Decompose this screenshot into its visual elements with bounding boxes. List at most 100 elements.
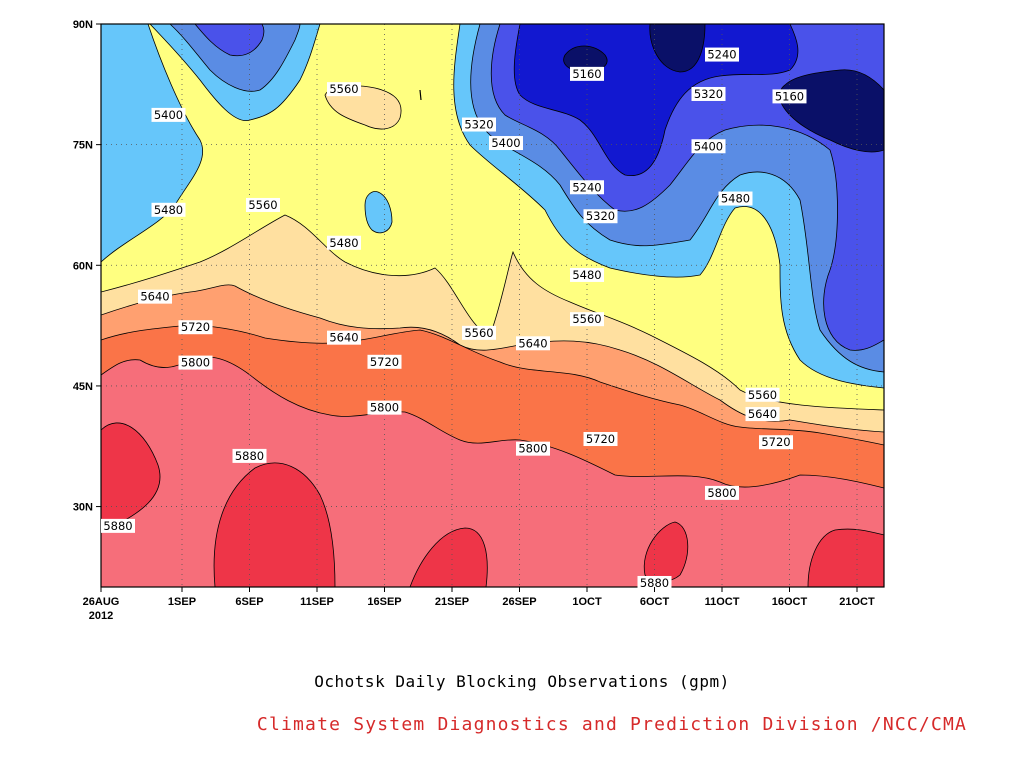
contour-label: 5720 — [759, 435, 793, 450]
contour-label: 5640 — [138, 289, 172, 304]
contour-label: 5320 — [583, 209, 618, 224]
svg-text:5400: 5400 — [491, 136, 520, 150]
x-tick-sublabel: 2012 — [89, 610, 113, 622]
contour-label: 5880 — [232, 448, 267, 463]
band-5880-21sep — [409, 527, 488, 587]
svg-text:5320: 5320 — [464, 118, 493, 132]
svg-text:5560: 5560 — [248, 198, 277, 212]
svg-text:5240: 5240 — [707, 48, 736, 62]
svg-text:5320: 5320 — [694, 87, 723, 101]
contour-label: 5400 — [489, 136, 523, 151]
contour-label: 5320 — [691, 86, 726, 101]
x-tick-label: 11SEP — [300, 596, 334, 608]
svg-text:5160: 5160 — [572, 67, 601, 81]
svg-text:5480: 5480 — [572, 268, 601, 282]
svg-text:5240: 5240 — [572, 180, 601, 194]
contour-label: 5480 — [718, 191, 753, 206]
svg-text:5720: 5720 — [586, 432, 615, 446]
svg-text:5480: 5480 — [721, 192, 750, 206]
svg-text:5640: 5640 — [329, 331, 358, 345]
x-tick-label: 21OCT — [839, 596, 875, 608]
x-tick-label: 21SEP — [435, 596, 469, 608]
contour-label: 5240 — [705, 47, 739, 62]
contour-label: 5640 — [516, 336, 550, 351]
contour-fields — [101, 24, 884, 587]
contour-label: 5560 — [246, 197, 280, 212]
y-tick-label: 90N — [73, 19, 93, 31]
tiny-contour-mark — [419, 89, 422, 101]
svg-text:5160: 5160 — [775, 89, 804, 103]
svg-text:5560: 5560 — [572, 312, 601, 326]
svg-text:5800: 5800 — [707, 486, 736, 500]
band-5880-6sep — [213, 462, 336, 587]
x-tick-label: 26AUG — [83, 596, 120, 608]
band-lt5160-north — [649, 24, 706, 73]
plot-frame — [100, 23, 885, 588]
contour-label: 5800 — [516, 441, 550, 456]
contour-label: 5400 — [691, 139, 726, 154]
x-tick-label: 6SEP — [235, 596, 263, 608]
contour-label: 5560 — [745, 387, 780, 402]
svg-text:5720: 5720 — [181, 320, 210, 334]
contour-label: 5880 — [101, 518, 135, 533]
y-tick-label: 30N — [73, 502, 93, 514]
svg-text:5400: 5400 — [154, 108, 183, 122]
band-5320-west — [169, 24, 301, 92]
x-tick-label: 26SEP — [502, 596, 536, 608]
y-tick-label: 75N — [73, 140, 93, 152]
contour-label: 5800 — [178, 355, 213, 370]
contour-label: 5800 — [367, 400, 402, 415]
svg-text:5880: 5880 — [640, 576, 669, 590]
svg-text:5560: 5560 — [748, 388, 777, 402]
x-tick-label: 16OCT — [772, 596, 808, 608]
contour-labels: 5160 5240 5160 5320 5320 5400 5400 5560 5400 5240… — [101, 47, 807, 590]
x-tick-label: 1SEP — [168, 596, 196, 608]
contour-label: 5720 — [583, 432, 618, 447]
svg-text:5320: 5320 — [586, 209, 615, 223]
svg-text:5800: 5800 — [181, 356, 210, 370]
svg-text:5800: 5800 — [518, 442, 547, 456]
svg-text:5480: 5480 — [154, 203, 183, 217]
chart-credit: Climate System Diagnostics and Predictio… — [256, 714, 968, 735]
svg-text:5640: 5640 — [140, 290, 169, 304]
band-5400-island — [364, 191, 393, 234]
contour-label: 5720 — [367, 354, 402, 369]
contour-label: 5560 — [462, 325, 496, 340]
svg-text:5800: 5800 — [370, 401, 399, 415]
y-axis: 30N 45N 60N 75N 90N — [73, 19, 101, 514]
contour-label: 5880 — [637, 575, 672, 590]
contour-label: 5160 — [570, 66, 604, 81]
chart-title: Ochotsk Daily Blocking Observations (gpm… — [314, 672, 730, 691]
band-5400-west — [101, 24, 204, 263]
contour-label: 5160 — [772, 89, 807, 104]
svg-text:5640: 5640 — [748, 407, 777, 421]
y-tick-label: 60N — [73, 260, 93, 272]
svg-text:5400: 5400 — [694, 139, 723, 153]
x-tick-label: 1OCT — [572, 596, 602, 608]
svg-text:5880: 5880 — [103, 519, 132, 533]
contour-label: 5640 — [327, 330, 361, 345]
contour-label: 5480 — [327, 235, 361, 250]
contour-label: 5640 — [745, 407, 780, 422]
svg-text:5640: 5640 — [518, 336, 547, 350]
band-5880-east — [807, 528, 884, 587]
svg-text:5720: 5720 — [370, 355, 399, 369]
svg-text:5560: 5560 — [464, 326, 493, 340]
contour-label: 5240 — [570, 180, 604, 195]
x-tick-label: 16SEP — [367, 596, 401, 608]
svg-text:5560: 5560 — [329, 82, 358, 96]
contour-label: 5800 — [705, 485, 739, 500]
contour-label: 5320 — [462, 117, 496, 132]
x-axis: 26AUG 2012 1SEP 6SEP 11SEP 16SEP 21SEP 26SEP 1OC… — [83, 587, 875, 622]
x-tick-label: 11OCT — [705, 596, 740, 608]
svg-text:5480: 5480 — [329, 236, 358, 250]
contour-label: 5720 — [178, 320, 213, 335]
band-5240-west — [194, 24, 265, 57]
contour-label: 5400 — [151, 107, 186, 122]
contour-label: 5560 — [570, 312, 604, 327]
contour-label: 5480 — [151, 202, 186, 217]
svg-text:5880: 5880 — [235, 449, 264, 463]
y-tick-label: 45N — [73, 381, 93, 393]
svg-text:5720: 5720 — [761, 435, 790, 449]
